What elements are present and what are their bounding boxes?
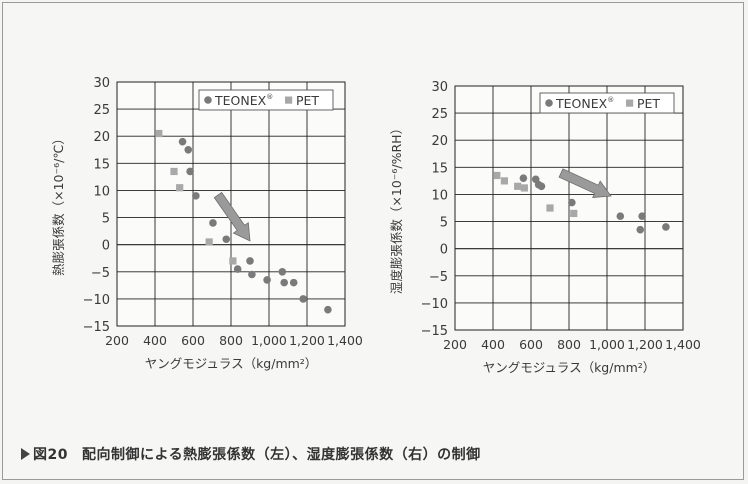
x-tick-label: 600 xyxy=(181,333,205,348)
y-tick-label: −15 xyxy=(421,324,448,339)
legend-teonex-registered-mark: ® xyxy=(607,96,614,104)
x-tick-label: 800 xyxy=(557,337,581,352)
legend-teonex-marker xyxy=(545,99,553,107)
pet-point xyxy=(205,238,213,246)
teonex-point xyxy=(184,145,193,154)
teonex-point xyxy=(186,167,194,176)
teonex-point xyxy=(568,198,576,207)
teonex-point xyxy=(248,270,256,279)
x-tick-label: 400 xyxy=(481,337,505,352)
teonex-point xyxy=(280,278,289,287)
y-axis-label: 熱膨張係数（×10⁻⁶/℃） xyxy=(51,132,66,276)
y-tick-label: 10 xyxy=(93,184,110,199)
x-tick-label: 1,400 xyxy=(327,333,363,348)
y-tick-label: 0 xyxy=(102,239,110,254)
teonex-point xyxy=(278,267,287,276)
pet-point xyxy=(229,257,237,265)
pet-point xyxy=(546,204,554,212)
pet-point xyxy=(493,171,501,180)
y-tick-label: 0 xyxy=(440,243,448,258)
teonex-point xyxy=(299,295,308,303)
teonex-point xyxy=(638,212,646,220)
figure-caption: 図20 配向制御による熱膨張係数（左）、湿度膨張係数（右）の制御 xyxy=(21,444,741,466)
x-tick-label: 400 xyxy=(143,333,167,348)
y-tick-label: 15 xyxy=(431,161,448,176)
x-tick-label: 1,200 xyxy=(289,333,325,348)
y-tick-label: 10 xyxy=(431,188,448,203)
y-tick-label: 15 xyxy=(93,157,110,172)
legend-pet-marker xyxy=(285,96,293,104)
x-tick-label: 600 xyxy=(519,337,543,352)
teonex-point xyxy=(662,223,670,231)
caption-text: 配向制御による熱膨張係数（左）、湿度膨張係数（右）の制御 xyxy=(81,447,481,463)
legend-pet-marker xyxy=(626,99,634,107)
teonex-point xyxy=(537,182,546,191)
legend-teonex-registered-mark: ® xyxy=(266,93,273,101)
teonex-point xyxy=(233,265,242,273)
x-axis-label: ヤングモジュラス（kg/mm²） xyxy=(145,356,318,371)
y-axis-label: 湿度膨張係数（×10⁻⁶/%RH） xyxy=(389,122,404,294)
pet-point xyxy=(170,167,178,176)
pet-point xyxy=(176,184,184,192)
y-tick-label: 20 xyxy=(93,130,110,145)
teonex-point xyxy=(519,174,528,182)
x-tick-label: 1,400 xyxy=(665,337,701,352)
legend-teonex-marker xyxy=(204,96,212,104)
y-tick-label: −15 xyxy=(83,320,110,335)
x-tick-label: 1,000 xyxy=(251,333,287,348)
teonex-point xyxy=(178,137,187,146)
legend-pet-label: PET xyxy=(296,93,319,108)
legend-pet-label: PET xyxy=(637,96,660,111)
y-tick-label: 20 xyxy=(431,134,448,149)
y-tick-label: −10 xyxy=(421,297,448,312)
pet-point xyxy=(514,182,522,190)
legend-teonex-label: TEONEX® xyxy=(214,93,273,108)
y-tick-label: −5 xyxy=(91,266,110,281)
teonex-point xyxy=(222,235,231,244)
teonex-point xyxy=(263,276,271,284)
teonex-point xyxy=(616,212,625,220)
y-tick-label: 5 xyxy=(102,212,110,227)
teonex-point xyxy=(209,219,217,227)
y-tick-label: 25 xyxy=(93,103,110,118)
teonex-point xyxy=(246,257,254,265)
pet-point xyxy=(155,129,163,138)
figure-frame: 30 25 20 15 10 5 0 −5 −10 −15 200 400 600 800 1,000 1,2… xyxy=(2,2,744,480)
legend-teonex-label: TEONEX® xyxy=(555,96,614,111)
legend-box xyxy=(539,92,675,114)
teonex-point xyxy=(636,225,645,234)
x-tick-label: 800 xyxy=(219,333,243,348)
pet-point xyxy=(520,184,528,192)
y-tick-label: −5 xyxy=(429,270,448,285)
y-tick-label: −10 xyxy=(83,293,110,308)
teonex-point xyxy=(192,192,200,200)
teonex-point xyxy=(324,305,332,314)
y-tick-label: 30 xyxy=(431,80,448,95)
x-tick-label: 200 xyxy=(105,333,129,348)
y-tick-label: 30 xyxy=(93,76,110,91)
x-tick-label: 200 xyxy=(443,337,467,352)
pet-point xyxy=(570,209,578,218)
caption-label: 図20 xyxy=(33,447,68,463)
trend-arrow xyxy=(213,191,251,242)
pet-point xyxy=(500,177,508,185)
legend-box xyxy=(198,89,334,111)
y-tick-label: 5 xyxy=(440,216,448,231)
x-tick-label: 1,000 xyxy=(589,337,625,352)
x-axis-label: ヤングモジュラス（kg/mm²） xyxy=(483,360,656,375)
teonex-point xyxy=(289,278,298,287)
y-tick-label: 25 xyxy=(431,107,448,122)
x-tick-label: 1,200 xyxy=(627,337,663,352)
trend-arrow xyxy=(558,168,612,198)
caption-triangle-icon xyxy=(21,448,30,460)
